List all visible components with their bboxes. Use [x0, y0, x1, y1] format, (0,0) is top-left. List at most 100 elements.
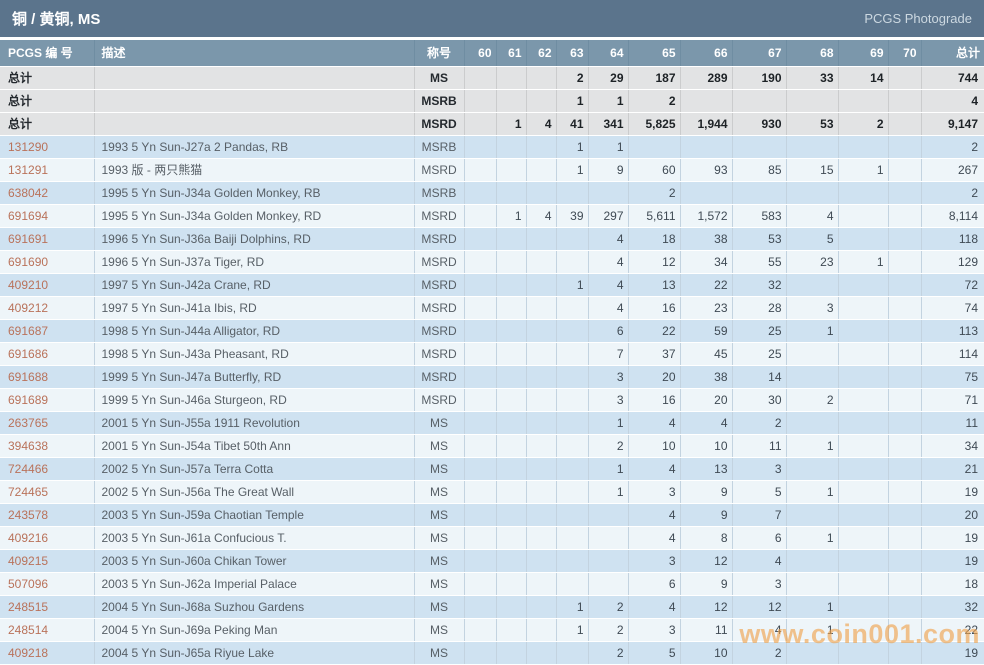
header-col-grade-60: 60: [463, 40, 496, 67]
grade-count: [463, 250, 496, 274]
grade-count: [887, 227, 921, 251]
grade-count: [679, 135, 732, 159]
grade-count: [887, 457, 921, 481]
grade-count: [525, 365, 556, 389]
pcgs-number-link[interactable]: 409215: [0, 549, 94, 573]
grade-count: [525, 273, 556, 297]
row-total: 118: [920, 227, 984, 251]
coin-description: 2002 5 Yn Sun-J56a The Great Wall: [93, 480, 414, 504]
grade-count: [495, 365, 526, 389]
row-total: 2: [920, 135, 984, 159]
grade-count: 1: [785, 526, 838, 550]
pcgs-number-link[interactable]: 409210: [0, 273, 94, 297]
grade-count: [495, 595, 526, 619]
grade-count: 4: [785, 204, 838, 228]
pcgs-number-link[interactable]: 409218: [0, 641, 94, 665]
designation: MS: [413, 457, 464, 481]
pcgs-number-link[interactable]: 507096: [0, 572, 94, 596]
pcgs-number-link[interactable]: 131291: [0, 158, 94, 182]
grade-count: [887, 434, 921, 458]
grade-count: [837, 526, 888, 550]
pcgs-number-link[interactable]: 248515: [0, 595, 94, 619]
grade-count: 9: [679, 503, 732, 527]
grade-count: 1: [555, 618, 588, 642]
coin-description: 1997 5 Yn Sun-J41a Ibis, RD: [93, 296, 414, 320]
grade-count: 2: [555, 66, 588, 90]
grade-count: 187: [627, 66, 680, 90]
grade-count: 2: [731, 641, 786, 665]
grade-count: 2: [627, 89, 680, 113]
grade-count: [785, 365, 838, 389]
pcgs-number-link[interactable]: 691691: [0, 227, 94, 251]
title-bar: 铜 / 黄铜, MS PCGS Photograde: [0, 0, 984, 37]
grade-count: 12: [731, 595, 786, 619]
grade-count: 10: [679, 434, 732, 458]
grade-count: [495, 526, 526, 550]
pcgs-number-link[interactable]: 691694: [0, 204, 94, 228]
coin-description: 1993 版 - 两只熊猫: [93, 158, 414, 182]
grade-count: [495, 158, 526, 182]
grade-count: 22: [627, 319, 680, 343]
grade-count: [887, 618, 921, 642]
pcgs-number-link[interactable]: 691690: [0, 250, 94, 274]
header-col-total: 总计: [920, 40, 984, 67]
pcgs-number-link[interactable]: 409212: [0, 296, 94, 320]
designation: MS: [413, 66, 464, 90]
grade-count: 1: [555, 595, 588, 619]
grade-count: 4: [587, 250, 628, 274]
photograde-brand-label: PCGS Photograde: [864, 11, 972, 26]
pcgs-number-link[interactable]: 131290: [0, 135, 94, 159]
header-col-description: 描述: [93, 40, 414, 67]
pcgs-number-link[interactable]: 263765: [0, 411, 94, 435]
coin-description: 1997 5 Yn Sun-J42a Crane, RD: [93, 273, 414, 297]
pcgs-number-link[interactable]: 243578: [0, 503, 94, 527]
grade-count: 1: [785, 480, 838, 504]
pcgs-number-link[interactable]: 638042: [0, 181, 94, 205]
grade-count: 5: [785, 227, 838, 251]
grade-count: [887, 135, 921, 159]
pcgs-number-link[interactable]: 394638: [0, 434, 94, 458]
grade-count: [837, 204, 888, 228]
grade-count: 3: [731, 457, 786, 481]
grade-count: [555, 411, 588, 435]
grade-count: 2: [587, 434, 628, 458]
pcgs-number-link[interactable]: 691687: [0, 319, 94, 343]
grade-count: 3: [627, 549, 680, 573]
coin-description: [93, 112, 414, 136]
grade-count: 13: [627, 273, 680, 297]
pcgs-number-link[interactable]: 691686: [0, 342, 94, 366]
grade-count: [837, 227, 888, 251]
row-total: 129: [920, 250, 984, 274]
header-col-grade-69: 69: [837, 40, 888, 67]
grade-count: 1: [555, 273, 588, 297]
grade-count: [555, 641, 588, 665]
grade-count: 20: [627, 365, 680, 389]
grade-count: [887, 296, 921, 320]
grade-count: 7: [731, 503, 786, 527]
grade-count: 15: [785, 158, 838, 182]
grade-count: 12: [679, 549, 732, 573]
pcgs-number-link[interactable]: 691689: [0, 388, 94, 412]
grade-count: [837, 641, 888, 665]
pcgs-number-link[interactable]: 724466: [0, 457, 94, 481]
pcgs-number-link[interactable]: 248514: [0, 618, 94, 642]
grade-count: 6: [731, 526, 786, 550]
row-total: 34: [920, 434, 984, 458]
grade-count: 5: [627, 641, 680, 665]
grade-count: 1: [555, 135, 588, 159]
table-row: 691687 1998 5 Yn Sun-J44a Alligator, RD MS…: [0, 319, 984, 343]
grade-count: [887, 273, 921, 297]
grade-count: 93: [679, 158, 732, 182]
grade-count: [495, 411, 526, 435]
pcgs-number-link[interactable]: 691688: [0, 365, 94, 389]
grade-count: 23: [679, 296, 732, 320]
pcgs-number-link[interactable]: 409216: [0, 526, 94, 550]
grade-count: 85: [731, 158, 786, 182]
total-row-label: 总计: [0, 89, 94, 113]
header-col-pcgs-number: PCGS 编 号: [0, 40, 94, 67]
coin-description: 1995 5 Yn Sun-J34a Golden Monkey, RD: [93, 204, 414, 228]
grade-count: 4: [627, 526, 680, 550]
pcgs-number-link[interactable]: 724465: [0, 480, 94, 504]
header-col-grade-70: 70: [887, 40, 921, 67]
grade-count: 33: [785, 66, 838, 90]
